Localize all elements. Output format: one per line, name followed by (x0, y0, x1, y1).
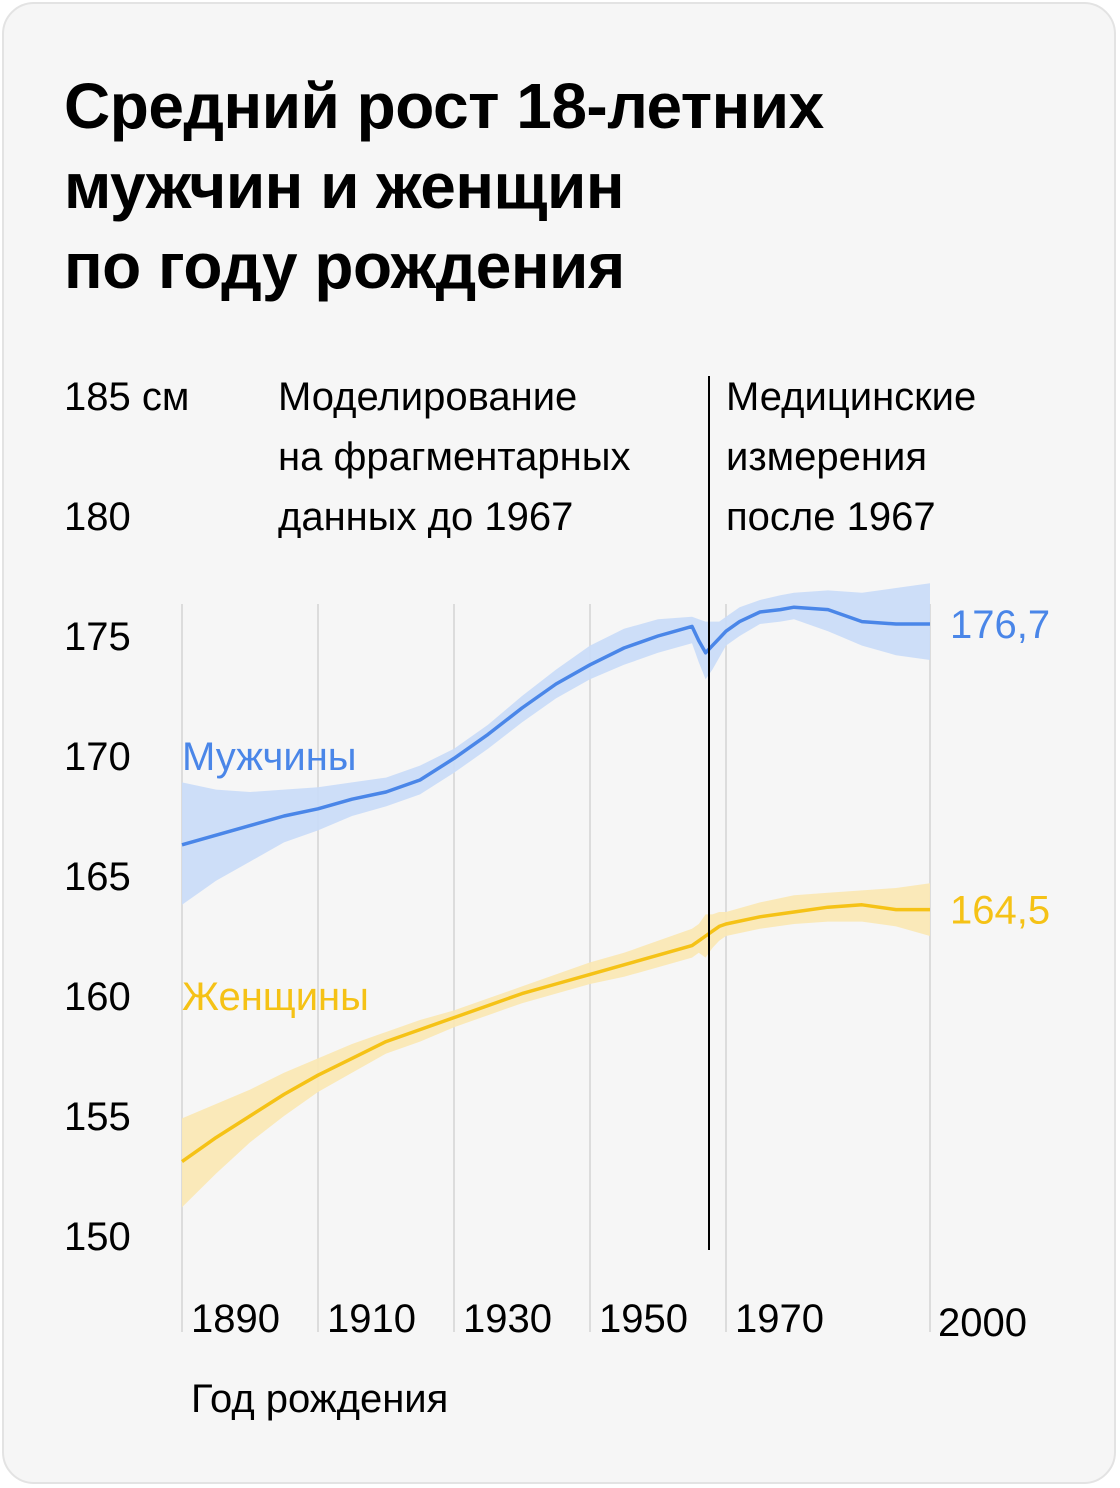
men-confidence-band (182, 583, 930, 905)
annotation-right-line: Медицинские (726, 375, 976, 419)
title-line-3: по году рождения (64, 230, 625, 302)
x-tick-label: 2000 (938, 1301, 1027, 1345)
men-series-label: Мужчины (182, 735, 357, 779)
men-series-line (181, 605, 930, 847)
y-tick-label: 150 (64, 1215, 131, 1259)
annotation-left-line: Моделирование (278, 375, 577, 419)
title-line-2: мужчин и женщин (64, 150, 625, 222)
y-tick-label: 185 см (64, 375, 189, 419)
women-series-line (180, 903, 930, 1164)
y-tick-label: 165 (64, 855, 131, 899)
y-axis: 185 см 180 175 170 165 160 155 150 (64, 375, 189, 1259)
annotation-left-line: на фрагментарных (278, 435, 630, 479)
women-series-label: Женщины (182, 975, 369, 1019)
x-tick-label: 1890 (191, 1297, 280, 1341)
annotation-right-line: измерения (726, 435, 927, 479)
period-annotations: Моделирование на фрагментарных данных до… (278, 375, 976, 539)
grid-lines (181, 604, 931, 1332)
annotation-left-line: данных до 1967 (278, 495, 573, 539)
x-tick-label: 1910 (327, 1297, 416, 1341)
annotation-right-line: после 1967 (726, 495, 936, 539)
y-tick-label: 170 (64, 735, 131, 779)
x-tick-label: 1950 (599, 1297, 688, 1341)
women-confidence-band (182, 883, 930, 1208)
x-axis-label: Год рождения (191, 1377, 448, 1421)
series-labels: Мужчины Женщины 176,7 164,5 (182, 603, 1050, 1019)
y-tick-label: 155 (64, 1095, 131, 1139)
men-end-value-label: 176,7 (950, 603, 1050, 647)
height-line-chart: 185 см 180 175 170 165 160 155 150 1890 … (64, 375, 1050, 1421)
chart-title: Средний рост 18-летних мужчин и женщин п… (64, 66, 1064, 306)
title-line-1: Средний рост 18-летних (64, 70, 824, 142)
x-tick-label: 1970 (735, 1297, 824, 1341)
x-tick-label: 1930 (463, 1297, 552, 1341)
x-axis: 1890 1910 1930 1950 1970 2000 Год рожден… (191, 1297, 1027, 1421)
y-tick-label: 180 (64, 495, 131, 539)
women-end-value-label: 164,5 (950, 889, 1050, 933)
y-tick-label: 160 (64, 975, 131, 1019)
y-tick-label: 175 (64, 615, 131, 659)
